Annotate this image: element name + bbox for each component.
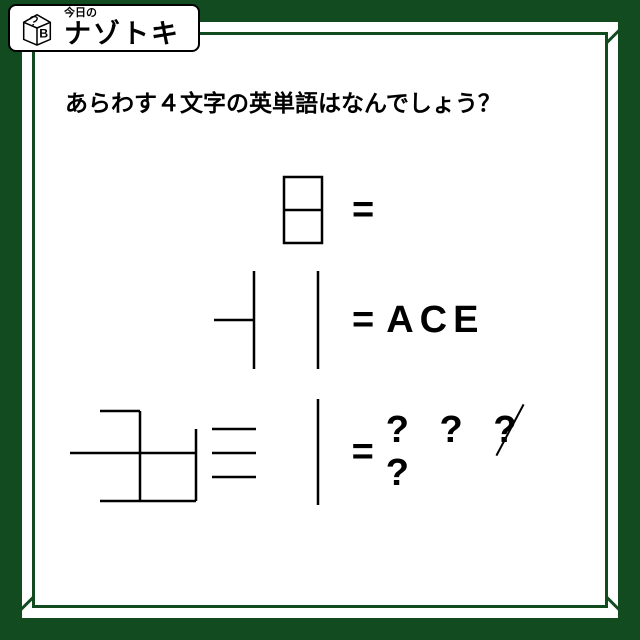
badge-main-label: ナゾトキ xyxy=(64,21,180,48)
glyph-2 xyxy=(186,265,326,375)
puzzle-row-1: = xyxy=(60,173,580,247)
puzzle-row-3: = ? ? ? ? xyxy=(60,393,580,511)
strike-line xyxy=(495,404,524,456)
question-text: あらわす４文字の英単語はなんでしょう？ xyxy=(60,84,580,118)
glyph-3 xyxy=(66,393,326,511)
qmark: ? xyxy=(386,452,419,494)
equals-sign: = xyxy=(352,189,374,232)
qmark: ? xyxy=(386,409,419,451)
qmark-struck: ? xyxy=(493,409,526,452)
answer-2: ACE xyxy=(386,299,484,342)
puzzle-content: あらわす４文字の英単語はなんでしょう？ = xyxy=(60,60,580,600)
cube-icon: B xyxy=(18,9,56,47)
glyph-1 xyxy=(280,173,326,247)
diagram-1 xyxy=(60,173,340,247)
puzzle-row-2: = ACE xyxy=(60,265,580,375)
badge-top-label: 今日の xyxy=(64,8,180,19)
equals-sign: = xyxy=(352,431,374,474)
diagram-2 xyxy=(60,265,340,375)
answer-3: ? ? ? ? xyxy=(386,409,580,495)
puzzle-area: = = ACE xyxy=(60,173,580,511)
title-badge: B 今日の ナゾトキ xyxy=(8,4,200,52)
equals-sign: = xyxy=(352,299,374,342)
diagram-3 xyxy=(60,393,340,511)
cube-letter: B xyxy=(39,27,48,41)
qmark: ? xyxy=(440,409,473,451)
